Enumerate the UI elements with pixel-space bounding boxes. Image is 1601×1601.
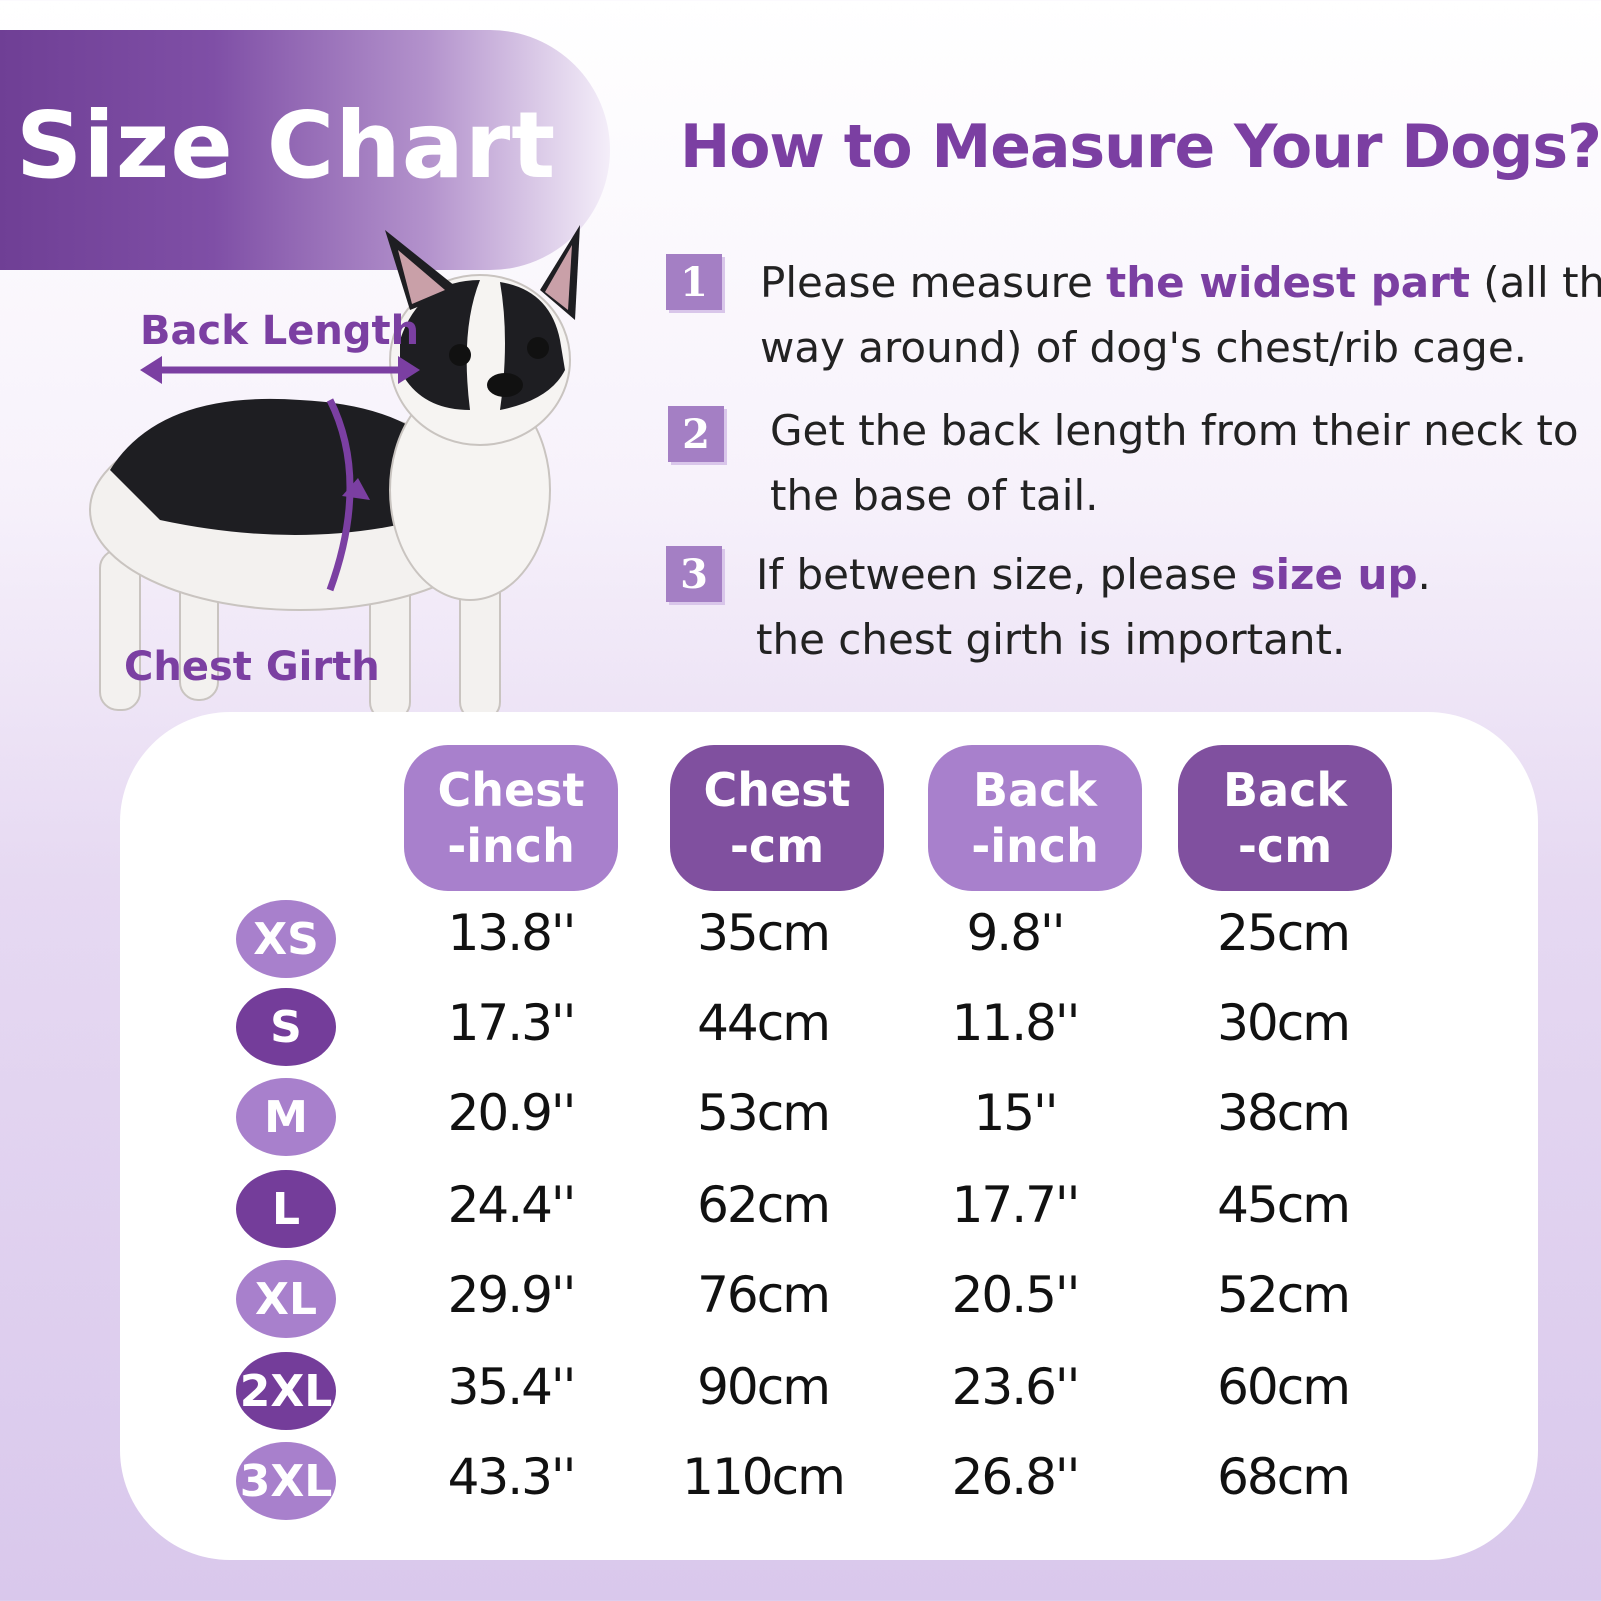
header-back-cm: Back -cm bbox=[1178, 745, 1392, 891]
step-1-text: Please measure the widest part (all the … bbox=[760, 258, 1601, 372]
size-badge-3: L bbox=[236, 1170, 336, 1248]
measure-heading: How to Measure Your Dogs? bbox=[680, 112, 1601, 182]
size-badge-6: 3XL bbox=[236, 1442, 336, 1520]
table-cell: 11.8'' bbox=[951, 994, 1081, 1052]
table-cell: 17.3'' bbox=[447, 994, 577, 1052]
table-cell: 110cm bbox=[682, 1448, 846, 1506]
table-cell: 90cm bbox=[697, 1358, 831, 1416]
step-3-badge: 3 bbox=[666, 546, 722, 602]
table-cell: 43.3'' bbox=[447, 1448, 577, 1506]
table-cell: 62cm bbox=[697, 1176, 831, 1234]
table-cell: 45cm bbox=[1217, 1176, 1351, 1234]
table-cell: 17.7'' bbox=[951, 1176, 1081, 1234]
table-cell: 26.8'' bbox=[951, 1448, 1081, 1506]
title-banner bbox=[0, 30, 610, 270]
dog-illustration bbox=[89, 225, 580, 721]
table-cell: 9.8'' bbox=[966, 904, 1065, 962]
table-cell: 44cm bbox=[697, 994, 831, 1052]
header-chest-cm: Chest -cm bbox=[670, 745, 884, 891]
step-2-badge: 2 bbox=[668, 406, 724, 462]
size-badge-4: XL bbox=[236, 1260, 336, 1338]
table-cell: 35cm bbox=[697, 904, 831, 962]
back-length-label: Back Length bbox=[140, 308, 420, 354]
table-cell: 30cm bbox=[1217, 994, 1351, 1052]
size-badge-0: XS bbox=[236, 900, 336, 978]
step-2-text: Get the back length from their neck to t… bbox=[770, 406, 1579, 520]
step-1-badge: 1 bbox=[666, 254, 722, 310]
table-cell: 53cm bbox=[697, 1084, 831, 1142]
table-cell: 20.5'' bbox=[951, 1266, 1081, 1324]
table-cell: 52cm bbox=[1217, 1266, 1351, 1324]
table-cell: 38cm bbox=[1217, 1084, 1351, 1142]
table-cell: 13.8'' bbox=[447, 904, 577, 962]
header-back-inch: Back -inch bbox=[928, 745, 1142, 891]
step-3-text: If between size, please size up. the che… bbox=[756, 550, 1431, 664]
size-badge-2: M bbox=[236, 1078, 336, 1156]
table-cell: 24.4'' bbox=[447, 1176, 577, 1234]
chest-girth-arrow-icon bbox=[326, 398, 370, 592]
header-chest-inch: Chest -inch bbox=[404, 745, 618, 891]
table-cell: 23.6'' bbox=[951, 1358, 1081, 1416]
table-cell: 20.9'' bbox=[447, 1084, 577, 1142]
chest-girth-label: Chest Girth bbox=[124, 644, 380, 690]
table-cell: 68cm bbox=[1217, 1448, 1351, 1506]
back-length-arrow-icon bbox=[140, 356, 420, 384]
size-badge-5: 2XL bbox=[236, 1352, 336, 1430]
table-cell: 25cm bbox=[1217, 904, 1351, 962]
table-cell: 76cm bbox=[697, 1266, 831, 1324]
table-cell: 35.4'' bbox=[447, 1358, 577, 1416]
page-title: Size Chart bbox=[16, 92, 557, 199]
table-cell: 29.9'' bbox=[447, 1266, 577, 1324]
size-badge-1: S bbox=[236, 988, 336, 1066]
table-cell: 15'' bbox=[973, 1084, 1058, 1142]
table-cell: 60cm bbox=[1217, 1358, 1351, 1416]
